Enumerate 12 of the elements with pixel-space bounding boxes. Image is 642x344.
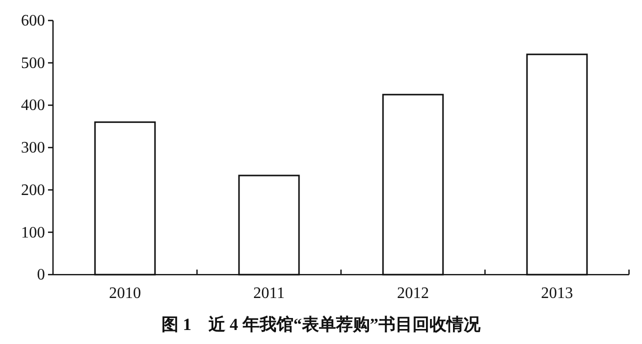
y-tick-label: 500 [21, 54, 45, 72]
y-tick-label: 200 [21, 182, 45, 199]
y-tick-label: 300 [21, 140, 45, 157]
x-tick-label: 2013 [541, 285, 573, 302]
y-tick-label: 400 [21, 97, 45, 114]
y-tick-label: 100 [21, 224, 45, 242]
y-tick-label: 600 [21, 12, 45, 30]
x-tick-label: 2011 [253, 285, 285, 302]
text: 图 1 近 4 年我馆“表单荐购”书目回收情况 [162, 315, 482, 334]
x-tick-label: 2010 [109, 285, 141, 302]
y-tick-label: 0 [37, 266, 45, 284]
x-tick-label: 2012 [397, 285, 429, 302]
